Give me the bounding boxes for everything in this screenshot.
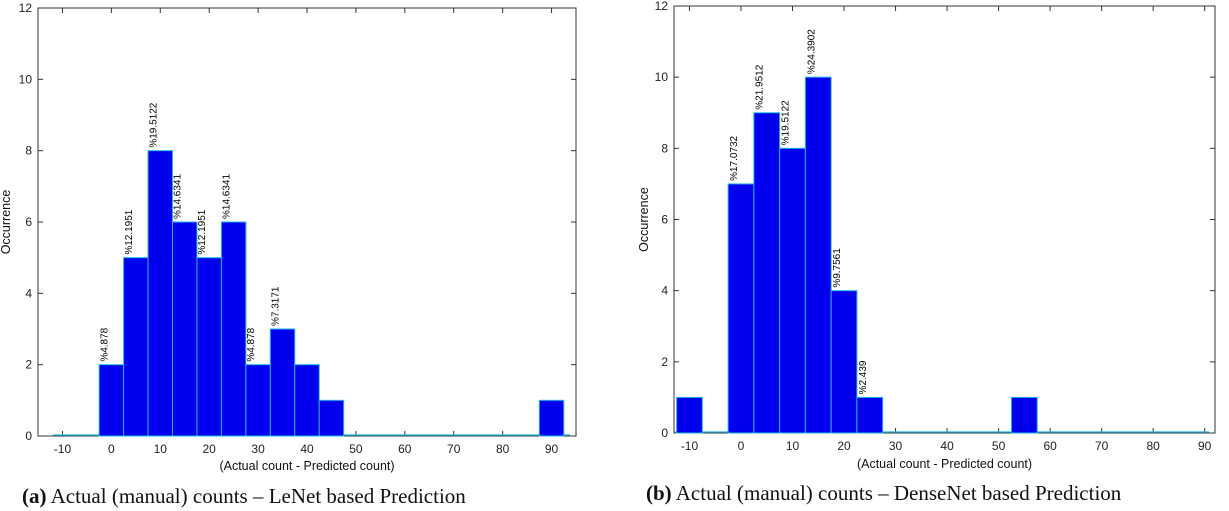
histogram-chart-b: 0 2 4 6 8 10 12 -10 0 10 20 30 40 50 60 70 80 90 %17.0732%… bbox=[637, 0, 1216, 471]
x-axis-label: (Actual count - Predicted count) bbox=[219, 459, 394, 473]
x-tick-label: -10 bbox=[681, 439, 699, 453]
x-tick-label: 60 bbox=[1043, 439, 1057, 453]
bar-percent-label: %7.3171 bbox=[271, 286, 282, 326]
caption-a-tag: (a) bbox=[22, 484, 47, 508]
x-tick-label: 70 bbox=[447, 442, 461, 456]
caption-b: (b) Actual (manual) counts – DenseNet ba… bbox=[646, 481, 1121, 506]
x-tick-label: 90 bbox=[545, 442, 559, 456]
y-tick-label: 4 bbox=[25, 286, 32, 300]
y-axis-label: Occurrence bbox=[0, 190, 13, 255]
y-axis-label: Occurrence bbox=[637, 187, 651, 252]
x-axis-label: (Actual count - Predicted count) bbox=[857, 457, 1032, 471]
histogram-bar bbox=[753, 112, 781, 434]
bar-percent-label: %21.9512 bbox=[755, 64, 766, 109]
x-tick-label: 0 bbox=[108, 442, 115, 456]
histogram-bar bbox=[830, 290, 858, 434]
histogram-bar bbox=[676, 396, 703, 434]
histogram-bar bbox=[804, 76, 832, 434]
x-tick-label: -10 bbox=[54, 442, 72, 456]
y-tick-label: 6 bbox=[25, 215, 32, 229]
histogram-bar bbox=[779, 147, 806, 434]
histogram-bar bbox=[220, 221, 247, 437]
x-tick-label: 10 bbox=[786, 439, 800, 453]
x-tick-label: 60 bbox=[398, 442, 412, 456]
histogram-bar bbox=[727, 183, 755, 434]
x-tick-label: 30 bbox=[251, 442, 265, 456]
bar-percent-label: %12.1951 bbox=[124, 209, 135, 254]
bar-percent-label: %24.3902 bbox=[806, 29, 817, 74]
y-tick-label: 10 bbox=[655, 70, 669, 84]
y-tick-label: 10 bbox=[19, 72, 33, 86]
x-tick-label: 20 bbox=[837, 439, 851, 453]
histogram-bar bbox=[147, 150, 174, 437]
x-tick-label: 40 bbox=[300, 442, 314, 456]
caption-a: (a) Actual (manual) counts – LeNet based… bbox=[22, 484, 466, 509]
bar-percent-label: %9.7561 bbox=[832, 248, 843, 288]
histogram-bar bbox=[196, 257, 222, 437]
caption-b-tag: (b) bbox=[646, 481, 672, 505]
y-tick-label: 2 bbox=[25, 358, 32, 372]
caption-a-text: Actual (manual) counts – LeNet based Pre… bbox=[50, 484, 466, 508]
x-tick-label: 0 bbox=[738, 439, 745, 453]
y-tick-label: 6 bbox=[661, 213, 668, 227]
bar-percent-label: %14.6341 bbox=[222, 174, 233, 219]
bar-percent-label: %4.878 bbox=[246, 327, 257, 361]
bar-percent-label: %17.0732 bbox=[729, 135, 740, 180]
x-tick-label: 40 bbox=[940, 439, 954, 453]
histogram-panel-b: 0 2 4 6 8 10 12 -10 0 10 20 30 40 50 60 70 80 90 %17.0732%… bbox=[614, 0, 1229, 511]
x-tick-label: 20 bbox=[203, 442, 217, 456]
bar-percent-label: %14.6341 bbox=[173, 174, 184, 219]
histogram-bar bbox=[172, 221, 198, 437]
y-tick-label: 12 bbox=[19, 1, 33, 15]
x-tick-label: 80 bbox=[1146, 439, 1160, 453]
bar-percent-label: %19.5122 bbox=[148, 102, 159, 147]
histogram-bar bbox=[1010, 396, 1038, 434]
y-tick-label: 12 bbox=[655, 0, 669, 13]
x-tick-label: 30 bbox=[889, 439, 903, 453]
histogram-bar bbox=[318, 399, 345, 437]
histogram-bar bbox=[245, 364, 271, 437]
x-tick-label: 70 bbox=[1095, 439, 1109, 453]
x-tick-label: 90 bbox=[1198, 439, 1212, 453]
y-tick-label: 0 bbox=[25, 429, 32, 443]
bar-percent-label: %12.1951 bbox=[197, 209, 208, 254]
histogram-bar bbox=[294, 364, 320, 437]
histogram-bar bbox=[538, 399, 565, 437]
histogram-bar bbox=[856, 396, 884, 434]
x-tick-label: 50 bbox=[992, 439, 1006, 453]
bar-percent-label: %4.878 bbox=[99, 327, 110, 361]
caption-b-text: Actual (manual) counts – DenseNet based … bbox=[675, 481, 1122, 505]
bar-percent-label: %2.439 bbox=[858, 360, 869, 394]
histogram-panel-a: 0 2 4 6 8 10 12 -10 0 10 20 30 40 50 60 70 80 90 %4.878 %12… bbox=[0, 0, 614, 511]
bar-percent-label: %19.5122 bbox=[781, 100, 792, 145]
y-tick-label: 2 bbox=[661, 355, 668, 369]
histogram-bar bbox=[98, 364, 125, 437]
histogram-bar bbox=[269, 328, 296, 437]
x-tick-label: 50 bbox=[349, 442, 363, 456]
x-tick-label: 80 bbox=[496, 442, 510, 456]
histogram-chart-a: 0 2 4 6 8 10 12 -10 0 10 20 30 40 50 60 70 80 90 %4.878 %12… bbox=[0, 1, 577, 473]
y-tick-label: 0 bbox=[661, 426, 668, 440]
histogram-bar bbox=[123, 257, 149, 437]
y-tick-label: 8 bbox=[661, 141, 668, 155]
y-tick-label: 4 bbox=[661, 284, 668, 298]
x-tick-label: 10 bbox=[154, 442, 168, 456]
y-tick-label: 8 bbox=[25, 144, 32, 158]
